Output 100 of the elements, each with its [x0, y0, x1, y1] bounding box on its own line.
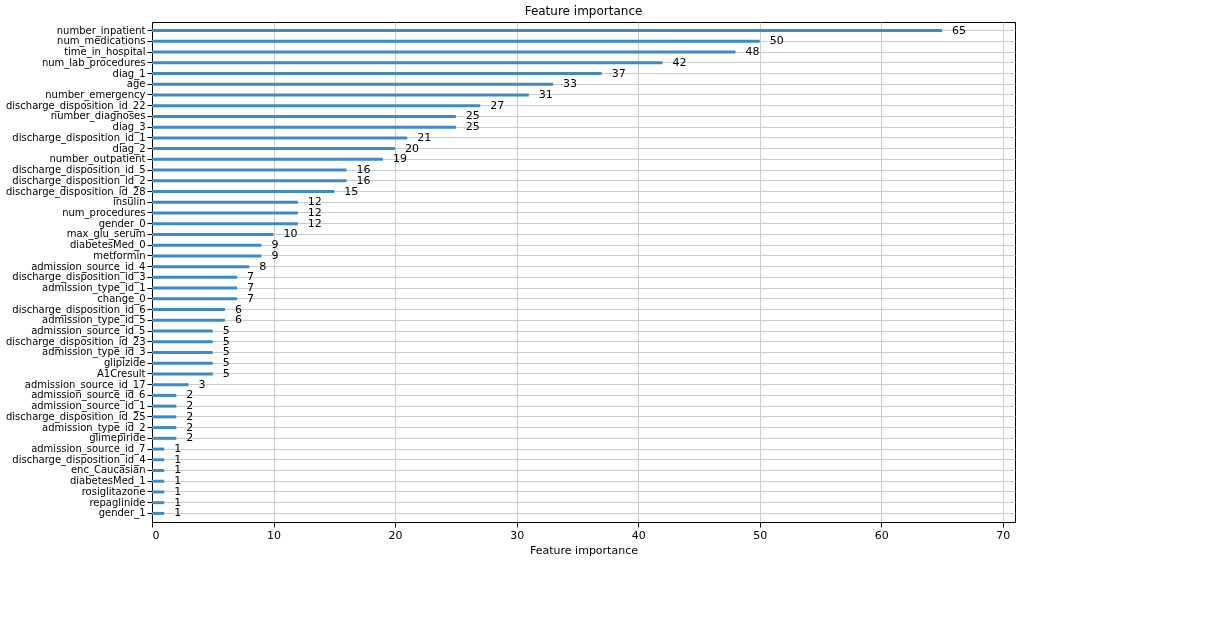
y-tick-label: discharge_disposition_id_3: [12, 271, 146, 284]
data-label: 19: [392, 152, 407, 166]
y-tick-label: admission_source_id_1: [31, 400, 146, 413]
x-tick-label: 20: [388, 528, 403, 542]
data-label: 27: [490, 98, 505, 112]
data-label: 42: [672, 55, 687, 69]
y-tick-label: discharge_disposition_id_23: [5, 335, 146, 348]
y-tick-label: gender_1: [98, 507, 146, 520]
bar: [152, 29, 943, 33]
y-tick-label: diag_1: [112, 67, 146, 80]
bar: [152, 297, 238, 301]
x-tick-label: 70: [996, 528, 1011, 542]
bar: [152, 93, 529, 97]
bar: [152, 383, 189, 387]
data-label: 2: [186, 388, 194, 402]
bar: [152, 72, 602, 75]
y-tick-label: admission_source_id_4: [31, 260, 146, 273]
data-label: 5: [222, 345, 230, 359]
bar: [152, 340, 213, 344]
y-tick-label: number_emergency: [45, 88, 146, 101]
y-tick-label: repaglinide: [89, 496, 146, 508]
bar: [152, 350, 213, 354]
y-tick-label: glipizide: [103, 357, 146, 369]
bar: [152, 490, 165, 494]
bar: [152, 436, 177, 440]
x-axis-title: Feature importance: [530, 543, 639, 557]
y-tick-label: number_outpatient: [49, 153, 146, 166]
bar: [152, 200, 298, 204]
bar: [152, 308, 225, 312]
x-tick-label: 0: [152, 528, 160, 542]
bar: [152, 404, 177, 408]
bar: [152, 104, 481, 108]
bar: [152, 469, 165, 472]
data-label: 50: [769, 34, 784, 48]
bar: [152, 232, 274, 236]
bar: [152, 275, 238, 279]
data-label: 2: [186, 431, 194, 445]
x-tick-label: 40: [631, 528, 646, 542]
y-tick-label: A1Cresult: [97, 367, 146, 379]
bar: [152, 447, 165, 451]
y-tick-label: time_in_hospital: [64, 46, 146, 59]
y-tick-label: admission_type_id_5: [42, 314, 146, 327]
bar: [152, 361, 213, 365]
y-tick-label: admission_source_id_5: [31, 325, 146, 338]
y-tick-label: admission_source_id_7: [31, 443, 146, 456]
data-label: 12: [307, 216, 322, 230]
bar: [152, 157, 383, 161]
y-tick-label: gender_0: [98, 217, 146, 230]
bar: [152, 222, 298, 226]
y-tick-label: change_0: [97, 292, 146, 305]
y-tick-label: num_medications: [57, 35, 146, 48]
y-tick-label: num_procedures: [62, 206, 146, 219]
bar: [152, 50, 736, 54]
chart-title: Feature importance: [524, 4, 643, 18]
y-tick-label: diabetesMed_0: [69, 239, 146, 252]
y-tick-label: discharge_disposition_id_1: [12, 131, 146, 144]
y-tick-label: insulin: [112, 196, 146, 208]
y-tick-label: discharge_disposition_id_4: [12, 453, 146, 466]
bar: [152, 426, 177, 430]
bar: [152, 190, 335, 194]
x-tick-label: 60: [874, 528, 889, 542]
bar: [152, 415, 177, 419]
y-tick-label: diag_3: [112, 121, 146, 134]
bar: [152, 265, 250, 269]
bar: [152, 243, 262, 247]
data-label: 21: [417, 130, 432, 144]
y-tick-label: diag_2: [112, 142, 146, 155]
bar: [152, 179, 347, 183]
bar: [152, 168, 347, 172]
bar: [152, 125, 456, 129]
bar: [152, 61, 663, 65]
y-tick-label: discharge_disposition_id_25: [5, 410, 146, 423]
bar: [152, 147, 396, 151]
bar: [152, 511, 165, 515]
data-label: 25: [465, 120, 480, 134]
data-label: 7: [247, 270, 255, 284]
data-label: 1: [174, 463, 182, 477]
data-label: 8: [259, 259, 267, 273]
bar: [152, 286, 238, 290]
data-label: 31: [538, 87, 553, 101]
y-tick-label: glimepiride: [89, 432, 146, 444]
y-tick-label: num_lab_procedures: [41, 56, 146, 69]
y-tick-label: metformin: [93, 249, 146, 261]
data-label: 2: [186, 420, 194, 434]
bar: [152, 136, 408, 140]
data-label: 6: [234, 302, 242, 316]
data-label: 37: [611, 66, 626, 80]
data-label: 15: [344, 184, 359, 198]
y-tick-label: diabetesMed_1: [69, 475, 146, 488]
x-tick-label: 10: [267, 528, 282, 542]
data-label: 3: [198, 377, 206, 391]
bar: [152, 479, 165, 483]
y-tick-label: admission_source_id_17: [24, 378, 146, 391]
bar: [152, 458, 165, 462]
y-tick-label: discharge_disposition_id_5: [12, 164, 146, 177]
data-label: 48: [745, 45, 760, 59]
bar: [152, 254, 262, 258]
bar: [152, 501, 165, 505]
y-tick-label: rosiglitazone: [81, 485, 146, 497]
data-label: 10: [283, 227, 298, 241]
